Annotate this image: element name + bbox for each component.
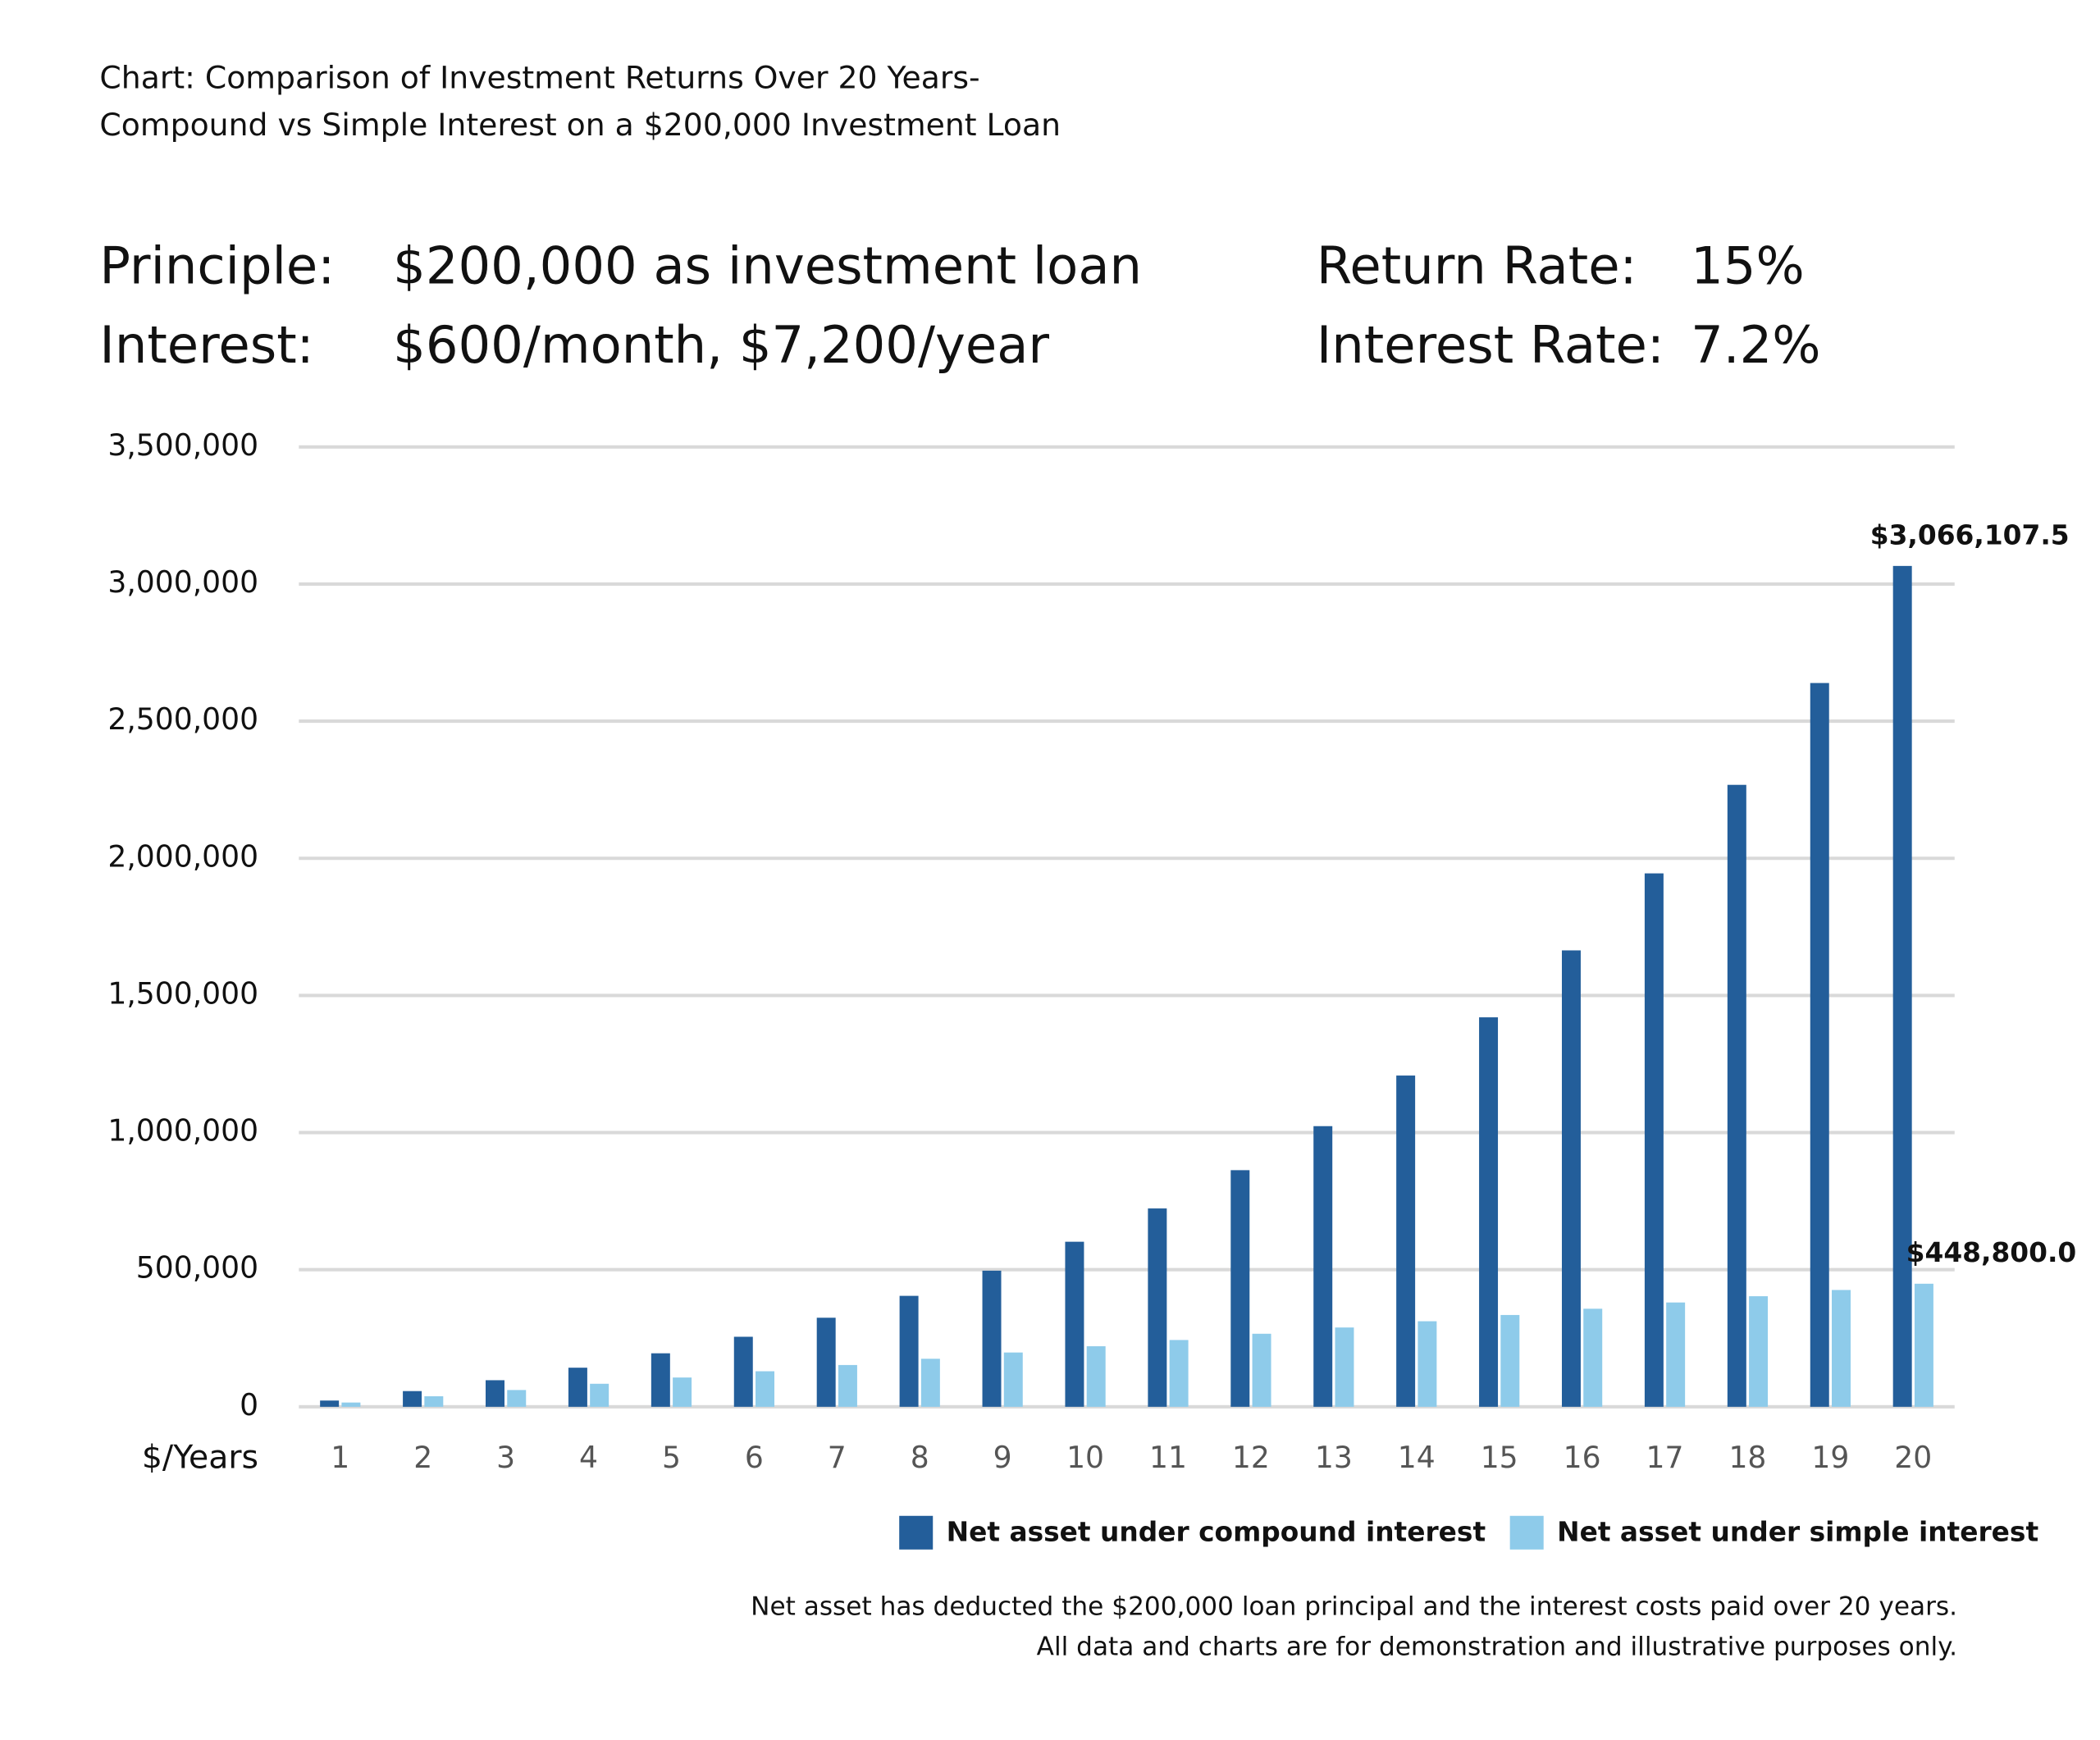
bar [1003,1352,1023,1407]
x-tick-label: 17 [1646,1440,1684,1475]
data-label: $3,066,107.5 [1870,519,2070,550]
bar [1252,1333,1271,1407]
bar [651,1353,670,1407]
bar [1148,1208,1167,1407]
info-label: Return Rate: [1317,235,1637,295]
bar [1810,683,1829,1407]
bar [756,1371,775,1407]
y-tick-label: 0 [240,1387,258,1423]
bar [982,1270,1002,1407]
x-tick-label: 5 [662,1440,681,1475]
x-tick-label: 20 [1894,1440,1932,1475]
bar [816,1318,836,1407]
bar [590,1383,609,1407]
y-tick-label: 3,500,000 [107,427,258,463]
bar [899,1295,919,1407]
bar [1396,1076,1416,1407]
bar [1892,565,1912,1407]
bar [403,1391,422,1407]
info-label: Interest: [99,315,313,375]
x-tick-label: 3 [496,1440,515,1475]
bar [673,1377,692,1407]
data-label: $448,800.0 [1906,1237,2077,1268]
bar [1914,1283,1933,1407]
info-value: 7.2% [1691,315,1820,375]
bar [1583,1308,1603,1407]
x-tick-label: 16 [1564,1440,1601,1475]
bar [1832,1290,1851,1407]
y-tick-label: 3,000,000 [107,564,258,600]
y-tick-label: 2,000,000 [107,838,258,874]
x-tick-label: 12 [1232,1440,1270,1475]
x-tick-label: 1 [331,1440,349,1475]
bar [1666,1302,1686,1407]
bar [1086,1346,1106,1407]
x-tick-label: 10 [1066,1440,1104,1475]
bar [507,1390,527,1407]
bar [1561,950,1581,1407]
bar [1500,1314,1520,1407]
bar [320,1400,340,1407]
x-tick-label: 9 [993,1440,1012,1475]
x-tick-label: 19 [1811,1440,1849,1475]
legend-label: Net asset under compound interest [947,1517,1486,1548]
y-tick-label: 1,000,000 [107,1113,258,1149]
info-label: Interest Rate: [1317,315,1664,375]
x-tick-label: 18 [1728,1440,1766,1475]
y-tick-label: 1,500,000 [107,975,258,1011]
bar [1479,1017,1499,1407]
bar [1335,1327,1354,1407]
x-axis-label: $/Years [142,1438,258,1476]
x-tick-label: 15 [1481,1440,1518,1475]
bar [1230,1170,1250,1407]
x-tick-label: 8 [911,1440,929,1475]
info-value: 15% [1691,235,1805,295]
bar [1644,873,1664,1407]
bar [568,1368,587,1407]
bar [1749,1296,1769,1407]
bar [733,1336,753,1407]
bar [1065,1241,1084,1407]
bar [838,1364,857,1407]
bar [1418,1321,1437,1407]
x-tick-label: 4 [579,1440,598,1475]
bar [1727,784,1746,1407]
bar [341,1402,361,1407]
footnote: All data and charts are for demonstratio… [1037,1633,1957,1662]
y-tick-label: 500,000 [136,1250,258,1286]
x-tick-label: 11 [1149,1440,1187,1475]
bar [1169,1340,1189,1407]
bar [1313,1126,1333,1407]
bar [486,1380,504,1407]
x-tick-label: 7 [828,1440,847,1475]
legend-label: Net asset under simple interest [1557,1517,2038,1548]
bar [424,1396,444,1407]
bar [920,1359,940,1407]
chart-title: Compound vs Simple Interest on a $200,00… [99,107,1061,143]
legend-swatch [1509,1515,1544,1550]
x-tick-label: 13 [1315,1440,1353,1475]
footnote: Net asset has deducted the $200,000 loan… [751,1592,1957,1621]
y-tick-label: 2,500,000 [107,701,258,737]
info-value: $600/month, $7,200/year [393,315,1049,375]
info-value: $200,000 as investment loan [393,235,1142,295]
x-tick-label: 6 [745,1440,764,1475]
info-label: Principle: [99,235,335,295]
chart-title: Chart: Comparison of Investment Returns … [99,59,979,95]
legend-swatch [899,1515,934,1550]
x-tick-label: 14 [1398,1440,1436,1475]
x-tick-label: 2 [413,1440,432,1475]
